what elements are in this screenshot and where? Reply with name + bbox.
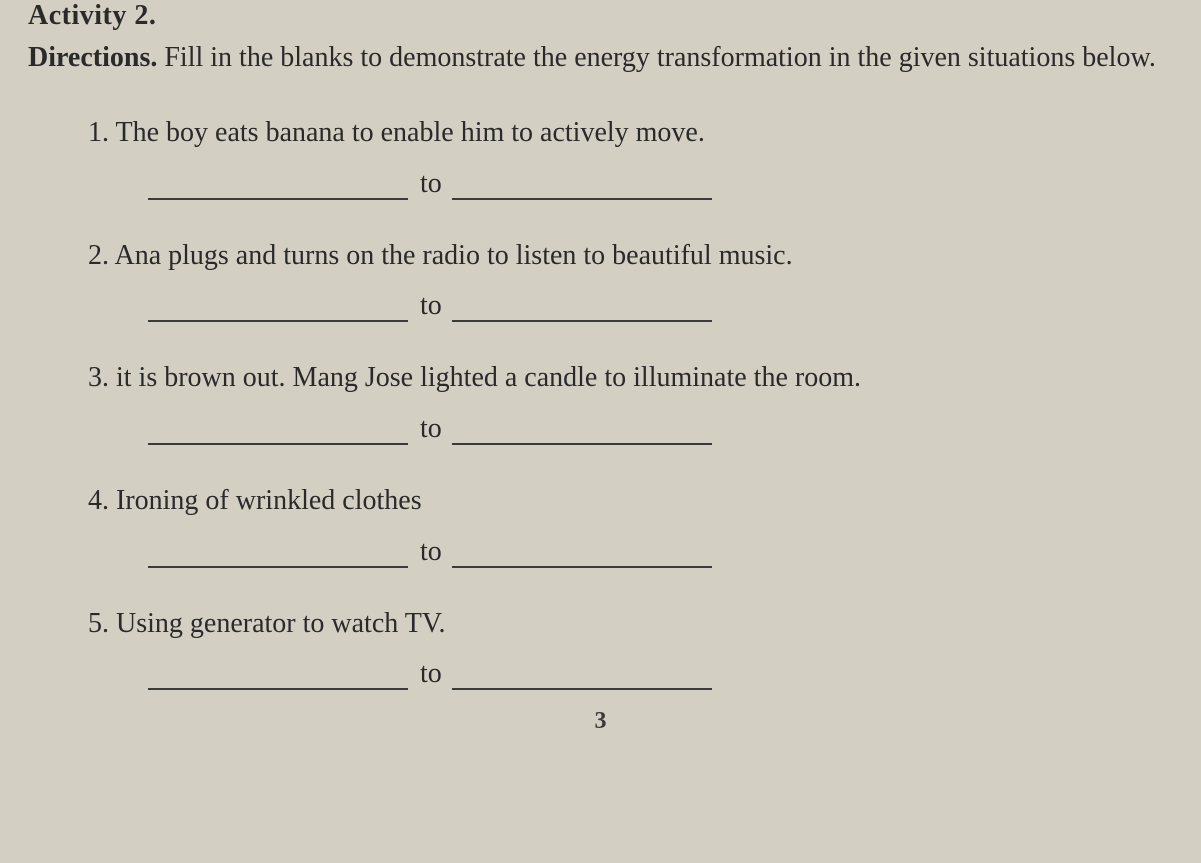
connector-to: to [408,536,452,568]
question-item: 3. it is brown out. Mang Jose lighted a … [88,358,1173,399]
page-number: 3 [28,708,1173,735]
question-item: 4. Ironing of wrinkled clothes [88,481,1173,522]
blank-to-field[interactable] [452,417,712,445]
connector-to: to [408,290,452,322]
item-number: 2. [88,240,109,271]
directions-text: Fill in the blanks to demonstrate the en… [164,42,1155,73]
directions-label: Directions. [28,42,157,73]
question-item: 5. Using generator to watch TV. [88,604,1173,645]
answer-row: to [148,290,1173,322]
item-text: Using generator to watch TV. [116,608,445,639]
connector-to: to [408,168,452,200]
blank-to-field[interactable] [452,294,712,322]
blank-to-field[interactable] [452,662,712,690]
question-item: 2. Ana plugs and turns on the radio to l… [88,236,1173,277]
connector-to: to [408,658,452,690]
blank-to-field[interactable] [452,172,712,200]
item-text: Ana plugs and turns on the radio to list… [114,240,792,271]
item-text: The boy eats banana to enable him to act… [116,117,705,148]
blank-from[interactable] [148,172,408,200]
blank-from[interactable] [148,662,408,690]
connector-to: to [408,413,452,445]
answer-row: to [148,168,1173,200]
answer-row: to [148,413,1173,445]
item-number: 4. [88,485,109,516]
question-item: 1. The boy eats banana to enable him to … [88,113,1173,154]
item-number: 3. [88,362,109,393]
answer-row: to [148,658,1173,690]
worksheet-page: Activity 2. Directions. Fill in the blan… [0,0,1201,735]
item-text: it is brown out. Mang Jose lighted a can… [116,362,861,393]
blank-from[interactable] [148,540,408,568]
blank-from[interactable] [148,417,408,445]
item-text: Ironing of wrinkled clothes [116,485,422,516]
blank-to-field[interactable] [452,540,712,568]
activity-title: Activity 2. [28,0,1173,32]
directions: Directions. Fill in the blanks to demons… [28,38,1173,77]
answer-row: to [148,536,1173,568]
blank-from[interactable] [148,294,408,322]
item-number: 5. [88,608,109,639]
item-number: 1. [88,117,109,148]
